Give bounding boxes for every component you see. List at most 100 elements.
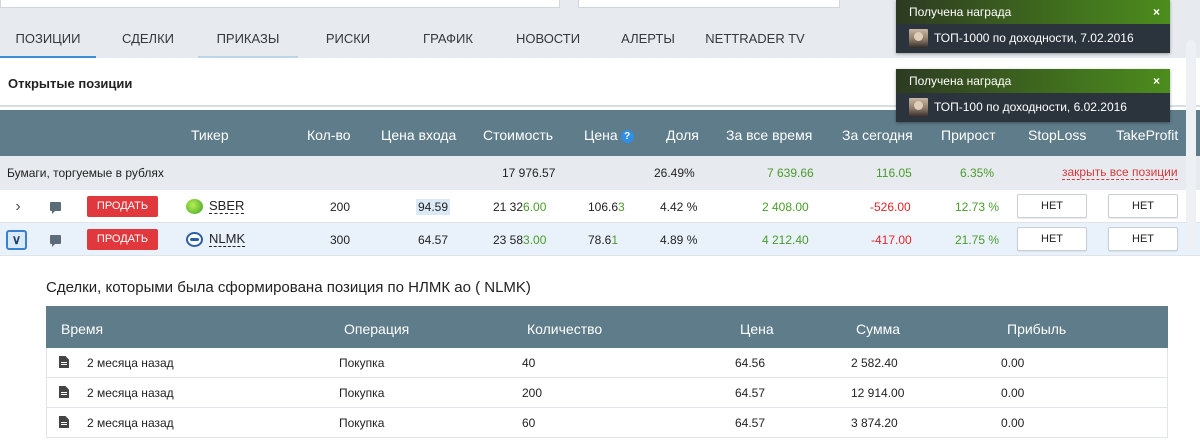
col-takeprofit[interactable]: TakeProfit	[1116, 127, 1179, 143]
ticker-link[interactable]: SBER	[209, 198, 245, 214]
help-icon[interactable]: ?	[620, 130, 634, 143]
notification-body: ТОП-100 по доходности, 6.02.2016	[896, 93, 1170, 122]
price-tail: 1	[611, 233, 619, 247]
deal-qty: 60	[522, 416, 536, 430]
col-quantity[interactable]: Количество	[527, 321, 603, 337]
col-all-time[interactable]: За все время	[726, 127, 813, 143]
sell-button[interactable]: ПРОДАТЬ	[87, 196, 158, 217]
deal-profit: 0.00	[1001, 386, 1025, 400]
group-value: 17 976.57	[502, 166, 556, 180]
price-main: 78.6	[588, 233, 612, 247]
stoploss-button[interactable]: НЕТ	[1017, 227, 1087, 251]
chevron-right-icon[interactable]: ›	[15, 198, 21, 215]
price-tail: 3	[618, 200, 625, 214]
comment-icon[interactable]	[50, 202, 61, 214]
col-qty[interactable]: Кол-во	[307, 127, 351, 143]
notification-text: ТОП-1000 по доходности, 7.02.2016	[934, 31, 1134, 45]
award-notification: Получена награда × ТОП-100 по доходности…	[896, 69, 1170, 122]
close-icon[interactable]: ×	[1152, 5, 1160, 19]
qty-value: 200	[330, 200, 351, 214]
deal-profit: 0.00	[1001, 356, 1025, 370]
takeprofit-button[interactable]: НЕТ	[1108, 194, 1178, 218]
group-row: Бумаги, торгуемые в рублях 17 976.57 26.…	[0, 156, 1200, 190]
tab-positions[interactable]: ПОЗИЦИИ	[0, 18, 96, 58]
group-today: 116.05	[876, 166, 912, 180]
scrollbar[interactable]	[1186, 40, 1196, 250]
all-time-value: 4 212.40	[762, 233, 809, 247]
col-price[interactable]: Цена?	[584, 127, 634, 143]
deals-table-header: Время Операция Количество Цена Сумма При…	[46, 306, 1168, 348]
stoploss-button[interactable]: НЕТ	[1017, 194, 1087, 218]
deal-time: 2 месяца назад	[87, 416, 174, 430]
tab-alerts[interactable]: АЛЕРТЫ	[621, 31, 675, 46]
document-icon[interactable]	[59, 416, 69, 428]
value-main: 23 58	[493, 233, 524, 247]
col-entry-price[interactable]: Цена входа	[381, 127, 457, 143]
growth-value: 12.73 %	[955, 200, 1000, 214]
notification-text: ТОП-100 по доходности, 6.02.2016	[934, 100, 1127, 114]
deal-price: 64.56	[735, 356, 766, 370]
divider	[0, 105, 1200, 107]
document-icon[interactable]	[59, 356, 69, 368]
tab-deals[interactable]: СДЕЛКИ	[121, 31, 175, 46]
notification-title: Получена награда	[909, 74, 1012, 88]
col-growth[interactable]: Прирост	[941, 127, 996, 143]
close-all-positions-link[interactable]: закрыть все позиции	[1062, 165, 1178, 180]
tab-nettrader-tv[interactable]: NETTRADER TV	[705, 31, 805, 46]
deal-time: 2 месяца назад	[87, 356, 174, 370]
col-share[interactable]: Доля	[666, 127, 699, 143]
group-share: 26.49%	[654, 166, 695, 180]
deal-operation: Покупка	[339, 356, 385, 370]
value-tail: 3.00	[523, 233, 547, 247]
position-row-nlmk: ∨ ПРОДАТЬ NLMK 300 64.57 23 583.00 78.61…	[0, 223, 1200, 256]
deal-operation: Покупка	[339, 416, 385, 430]
group-growth: 6.35%	[960, 166, 995, 180]
sell-button[interactable]: ПРОДАТЬ	[87, 229, 158, 250]
col-today[interactable]: За сегодня	[842, 127, 913, 143]
today-value: -417.00	[871, 233, 912, 247]
tab-chart[interactable]: ГРАФИК	[423, 31, 473, 46]
col-time[interactable]: Время	[61, 321, 104, 337]
today-value: -526.00	[870, 200, 911, 214]
deal-profit: 0.00	[1001, 416, 1025, 430]
award-notification: Получена награда × ТОП-1000 по доходност…	[896, 0, 1170, 53]
tab-orders[interactable]: ПРИКАЗЫ	[198, 18, 298, 58]
deal-time: 2 месяца назад	[87, 386, 174, 400]
deal-price: 64.57	[735, 416, 766, 430]
notification-header: Получена награда ×	[896, 0, 1170, 24]
col-price-label: Цена	[584, 127, 618, 143]
price-cell: 106.63	[588, 200, 625, 214]
col-operation[interactable]: Операция	[344, 321, 410, 337]
top-panel-right	[578, 0, 840, 8]
ticker-link[interactable]: NLMK	[209, 231, 246, 247]
sber-logo-icon	[186, 199, 203, 214]
deal-row: 2 месяца назад Покупка 200 64.57 12 914.…	[46, 378, 1168, 408]
takeprofit-button[interactable]: НЕТ	[1108, 227, 1178, 251]
close-icon[interactable]: ×	[1152, 74, 1160, 88]
notification-header: Получена награда ×	[896, 69, 1170, 93]
all-time-value: 2 408.00	[762, 200, 809, 214]
deal-qty: 40	[522, 356, 536, 370]
comment-icon[interactable]	[50, 235, 61, 247]
col-sum[interactable]: Сумма	[856, 321, 900, 337]
deal-sum: 12 914.00	[851, 386, 905, 400]
notification-title: Получена награда	[909, 5, 1012, 19]
avatar	[909, 98, 928, 117]
col-stoploss[interactable]: StopLoss	[1028, 127, 1087, 143]
document-icon[interactable]	[59, 386, 69, 398]
avatar	[909, 29, 928, 48]
deal-operation: Покупка	[339, 386, 385, 400]
deal-row: 2 месяца назад Покупка 40 64.56 2 582.40…	[46, 348, 1168, 378]
col-value[interactable]: Стоимость	[483, 127, 554, 143]
col-ticker[interactable]: Тикер	[191, 127, 229, 143]
col-deal-price[interactable]: Цена	[740, 321, 774, 337]
qty-value: 300	[330, 233, 351, 247]
value-tail: 6.00	[523, 200, 547, 214]
top-panel-left	[0, 0, 560, 8]
chevron-down-icon[interactable]: ∨	[6, 230, 27, 250]
deal-sum: 2 582.40	[851, 356, 898, 370]
value-main: 21 32	[493, 200, 524, 214]
tab-risks[interactable]: РИСКИ	[325, 31, 371, 46]
col-profit[interactable]: Прибыль	[1007, 321, 1067, 337]
tab-news[interactable]: НОВОСТИ	[515, 31, 581, 46]
